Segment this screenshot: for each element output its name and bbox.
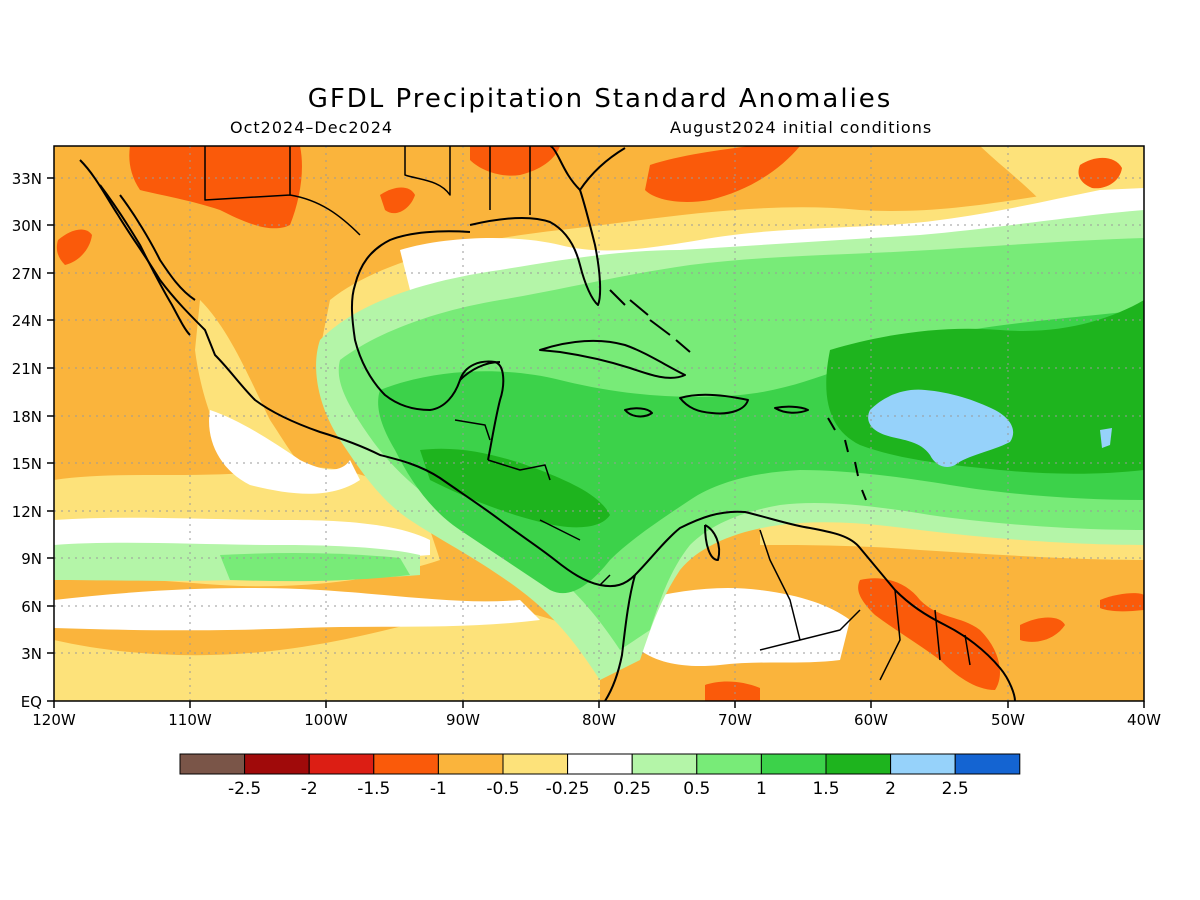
coast-gulf-mexico: [351, 230, 505, 461]
lat-label: 12N: [12, 503, 42, 521]
lat-labels: 33N 30N 27N 24N 21N 18N 15N 12N 9N 6N 3N…: [12, 170, 42, 711]
colorbar-label: 0.5: [683, 779, 710, 799]
lat-label: 3N: [21, 645, 42, 663]
field-red-east-us: [470, 146, 560, 176]
colorbar-swatch: [179, 753, 246, 775]
lon-label: 80W: [582, 711, 616, 729]
lat-label: 33N: [12, 170, 42, 188]
field-strongest-green-centralam: [420, 448, 610, 528]
map-gridlines: [54, 146, 1144, 701]
colorbar-label: -2.5: [228, 779, 261, 799]
lon-labels: 120W 110W 100W 90W 80W 70W 60W 50W 40W: [32, 711, 1161, 729]
colorbar-swatch: [760, 753, 827, 775]
colorbar-swatch: [437, 753, 504, 775]
lat-label: 9N: [21, 550, 42, 568]
field-blue-small: [1100, 428, 1112, 448]
lat-label: 24N: [12, 312, 42, 330]
lat-label: EQ: [21, 693, 42, 711]
field-red-baja: [56, 229, 92, 265]
chart-title: GFDL Precipitation Standard Anomalies: [307, 84, 893, 114]
colorbar-swatch: [954, 753, 1021, 775]
colorbar: -2.5 -2 -1.5 -1 -0.5 -0.25 0.25 0.5 1 1.5 2 2.5: [179, 753, 1021, 799]
colorbar-label: 2.5: [942, 779, 969, 799]
islands-lesser-antilles: [827, 417, 867, 501]
coast-pacific-mexico: [79, 159, 636, 588]
colorbar-swatch: [825, 753, 892, 775]
coast-colombia-pacific: [604, 574, 636, 701]
lat-label: 6N: [21, 598, 42, 616]
field-red-guiana: [858, 578, 1000, 690]
coast-florida: [469, 147, 626, 306]
island-cuba: [539, 339, 686, 379]
colorbar-swatch: [696, 753, 762, 775]
coast-yucatan: [459, 361, 501, 381]
colorbar-swatch: [567, 753, 633, 775]
colorbar-label: -0.25: [546, 779, 590, 799]
colorbar-swatch: [373, 753, 439, 775]
colorbar-label: -2: [301, 779, 318, 799]
lon-label: 90W: [446, 711, 480, 729]
anomaly-field: [54, 146, 1144, 701]
island-jamaica: [624, 407, 653, 418]
field-red-atlantic-south-1: [1020, 617, 1065, 642]
lon-label: 40W: [1127, 711, 1161, 729]
field-blue-max: [868, 389, 1014, 467]
field-red-far-east: [1078, 157, 1122, 189]
colorbar-label: 2: [885, 779, 896, 799]
lake-maracaibo: [704, 524, 721, 561]
field-red-atlantic-south-2: [1100, 593, 1144, 612]
lon-label: 120W: [32, 711, 76, 729]
field-white-mexico: [209, 410, 360, 494]
lat-label: 27N: [12, 265, 42, 283]
island-puerto-rico: [774, 405, 809, 414]
coast-baja: [99, 184, 196, 336]
lon-label: 110W: [168, 711, 212, 729]
initial-conditions: August2024 initial conditions: [670, 118, 933, 137]
colorbar-swatch: [308, 753, 375, 775]
field-red-sw-us: [129, 146, 302, 229]
field-red-atlantic: [645, 146, 800, 202]
colorbar-swatch: [631, 753, 698, 775]
lat-label: 30N: [12, 217, 42, 235]
field-green-pacific: [220, 553, 410, 582]
colorbar-label: 1.5: [812, 779, 839, 799]
island-hispaniola: [679, 393, 749, 415]
lon-label: 70W: [718, 711, 752, 729]
lon-label: 50W: [991, 711, 1025, 729]
forecast-period: Oct2024–Dec2024: [230, 118, 394, 137]
lat-label: 21N: [12, 360, 42, 378]
colorbar-label: 1: [756, 779, 767, 799]
colorbar-label: 0.25: [613, 779, 651, 799]
coast-south-america: [634, 510, 1016, 701]
lat-label: 18N: [12, 408, 42, 426]
field-white-pacific-2: [54, 588, 540, 631]
colorbar-swatch: [244, 753, 310, 775]
field-white-colombia: [640, 588, 850, 667]
colorbar-label: -1: [430, 779, 447, 799]
tick-marks: [47, 177, 1145, 708]
coast-us-east: [549, 146, 581, 191]
colorbar-swatch: [502, 753, 569, 775]
field-red-peru: [705, 681, 760, 701]
colorbar-label: -1.5: [357, 779, 390, 799]
coastlines: [79, 146, 1016, 701]
lat-label: 15N: [12, 455, 42, 473]
field-red-texas: [380, 187, 415, 214]
borders: [204, 146, 971, 681]
islands-bahamas: [609, 289, 691, 353]
colorbar-label: -0.5: [486, 779, 519, 799]
colorbar-swatch: [890, 753, 956, 775]
lon-label: 100W: [304, 711, 348, 729]
lon-label: 60W: [854, 711, 888, 729]
